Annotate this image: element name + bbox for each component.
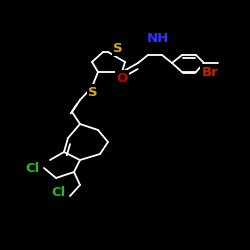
Text: S: S	[88, 86, 98, 98]
Text: S: S	[113, 42, 123, 54]
Text: NH: NH	[147, 32, 169, 44]
Text: O: O	[116, 72, 128, 85]
Text: Cl: Cl	[25, 162, 39, 174]
Text: Cl: Cl	[51, 186, 65, 198]
Text: Br: Br	[202, 66, 218, 78]
